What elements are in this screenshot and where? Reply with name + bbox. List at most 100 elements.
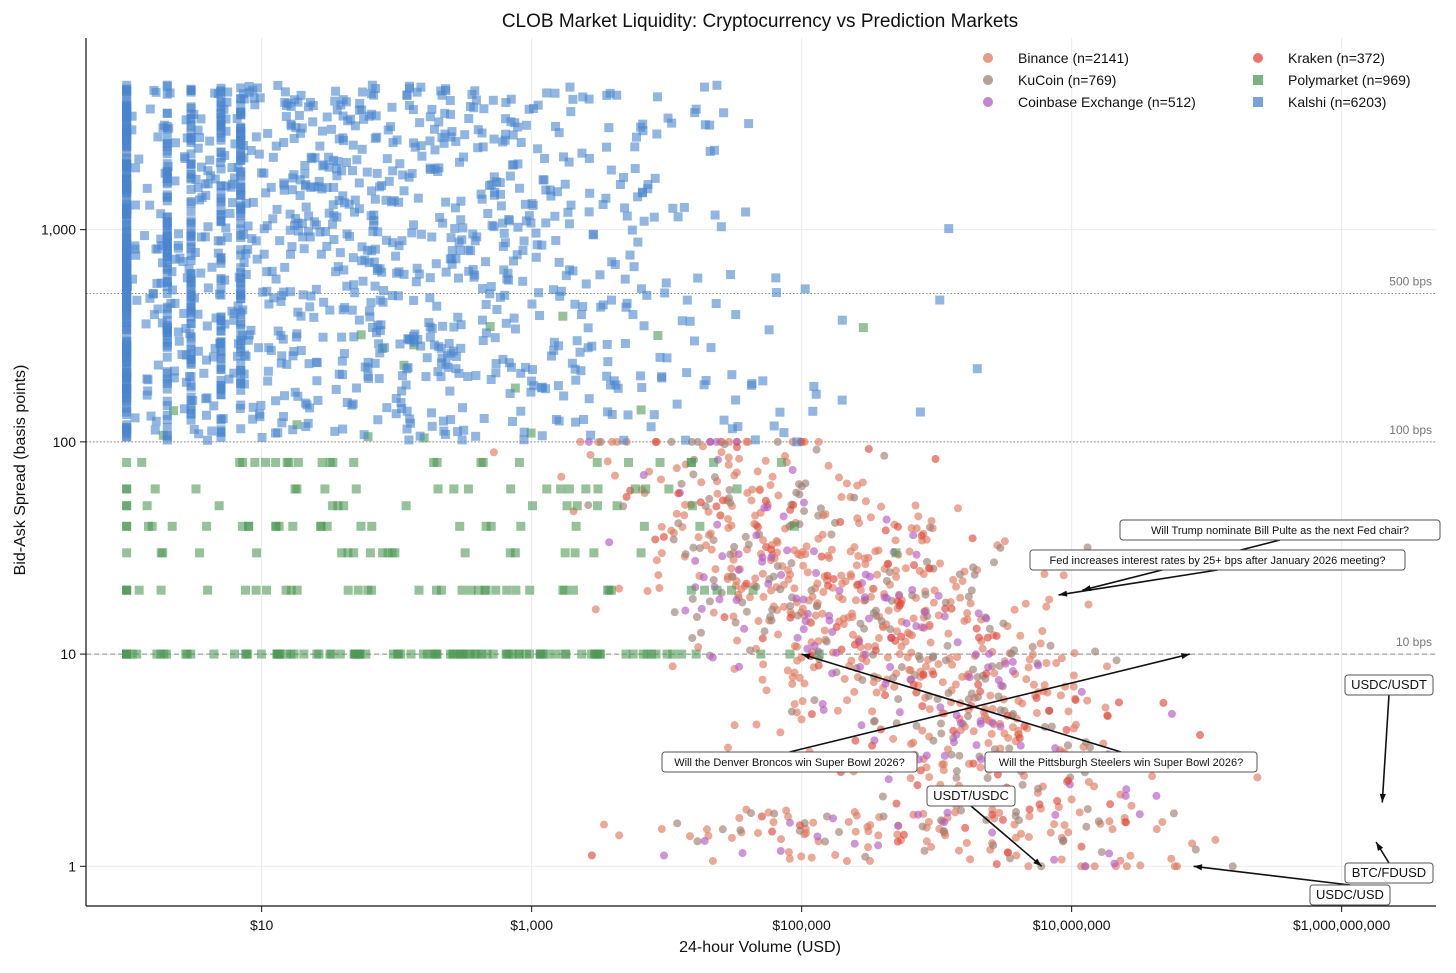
data-point [813, 579, 822, 588]
data-point [195, 195, 205, 205]
data-point [858, 676, 867, 685]
data-point [436, 585, 446, 595]
data-point [508, 256, 518, 266]
data-point [122, 521, 132, 531]
data-point [880, 451, 889, 460]
data-point [186, 381, 196, 391]
series-kucoin [584, 437, 1237, 871]
data-point [911, 501, 920, 510]
data-point [882, 576, 891, 585]
data-point [276, 296, 286, 306]
data-point [748, 585, 758, 595]
data-point [790, 668, 799, 677]
data-point [620, 203, 630, 213]
data-point [151, 87, 161, 97]
data-point [1064, 776, 1073, 785]
data-point [356, 330, 366, 340]
data-point [728, 572, 737, 581]
data-point [481, 299, 491, 309]
data-point [941, 604, 950, 613]
data-point [286, 287, 296, 297]
data-point [1191, 845, 1200, 854]
data-point [373, 320, 383, 330]
data-point [1001, 659, 1010, 668]
data-point [803, 568, 812, 577]
data-point [291, 123, 301, 133]
data-point [723, 514, 732, 523]
data-point [215, 158, 225, 168]
data-point [347, 400, 357, 410]
data-point [186, 219, 196, 229]
data-point [236, 211, 246, 221]
data-point [903, 628, 912, 637]
data-point [692, 612, 701, 621]
data-point [906, 774, 915, 783]
data-point [288, 425, 298, 435]
data-point [1097, 848, 1106, 857]
data-point [709, 575, 718, 584]
data-point [812, 569, 821, 578]
data-point [995, 808, 1004, 817]
data-point [831, 851, 840, 860]
data-point [173, 240, 183, 250]
data-point [382, 403, 392, 413]
data-point [613, 383, 623, 393]
data-point [723, 743, 732, 752]
data-point [236, 135, 246, 145]
legend-marker [1253, 53, 1263, 63]
data-point [389, 196, 399, 206]
data-point [549, 285, 559, 295]
data-point [479, 413, 489, 423]
data-point [410, 329, 420, 339]
data-point [434, 342, 444, 352]
data-point [241, 351, 251, 361]
data-point [157, 241, 167, 251]
data-point [122, 426, 132, 436]
data-point [715, 595, 724, 604]
data-point [717, 448, 726, 457]
x-tick-label: $1,000,000,000 [1293, 917, 1391, 933]
data-point [814, 661, 823, 670]
data-point [568, 266, 578, 276]
data-point [162, 423, 172, 433]
data-point [372, 132, 382, 142]
data-point [248, 402, 258, 412]
data-point [259, 224, 269, 234]
annotation-label: Will the Denver Broncos win Super Bowl 2… [674, 757, 905, 769]
data-point [203, 585, 213, 595]
data-point [162, 89, 172, 99]
data-point [846, 570, 855, 579]
data-point [1062, 725, 1071, 734]
data-point [926, 638, 935, 647]
data-point [1069, 682, 1078, 691]
data-point [866, 572, 875, 581]
data-point [221, 126, 231, 136]
data-point [1053, 797, 1062, 806]
data-point [801, 479, 810, 488]
data-point [325, 457, 335, 467]
data-point [495, 189, 505, 199]
data-point [146, 411, 156, 421]
data-point [246, 325, 256, 335]
data-point [433, 367, 443, 377]
data-point [491, 585, 501, 595]
data-point [773, 437, 782, 446]
data-point [681, 500, 690, 509]
data-point [338, 95, 348, 105]
data-point [1016, 631, 1025, 640]
data-point [540, 154, 550, 164]
data-point [787, 707, 796, 716]
data-point [489, 134, 499, 144]
x-tick-label: $100,000 [772, 917, 831, 933]
data-point [551, 121, 561, 131]
data-point [236, 319, 246, 329]
data-point [162, 396, 172, 406]
data-point [285, 225, 295, 235]
data-point [1121, 791, 1130, 800]
data-point [384, 176, 394, 186]
data-point [869, 584, 878, 593]
data-point [150, 484, 160, 494]
data-point [481, 257, 491, 267]
data-point [677, 649, 687, 659]
data-point [252, 83, 262, 93]
